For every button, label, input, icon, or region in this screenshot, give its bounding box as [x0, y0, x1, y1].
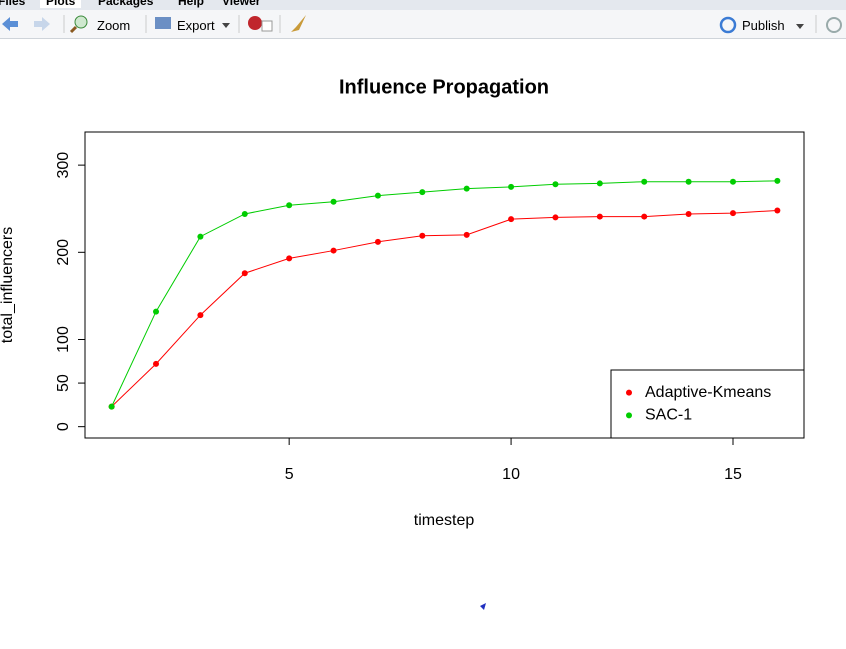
export-button[interactable]: Export	[177, 18, 215, 33]
x-tick-label: 5	[285, 466, 294, 483]
data-point	[197, 312, 204, 319]
tab[interactable]: Help	[178, 0, 205, 8]
data-point	[774, 207, 781, 214]
data-point	[729, 210, 736, 217]
y-tick-label: 0	[55, 422, 72, 431]
series-line	[111, 180, 778, 407]
page: Files Plots Packages Help Viewer Zoom Ex…	[0, 0, 846, 610]
data-point	[330, 247, 337, 254]
legend-box	[610, 369, 805, 439]
data-point	[508, 216, 515, 223]
tab-bar: Files Plots Packages Help Viewer	[0, 0, 846, 10]
data-point	[241, 210, 248, 217]
plot-box	[84, 131, 805, 439]
x-axis-label: timestep	[414, 512, 475, 529]
chart: Influence Propagation timestep total_inf…	[0, 76, 805, 610]
data-point	[153, 360, 160, 367]
data-point	[508, 183, 515, 190]
series-line	[111, 209, 778, 407]
y-tick-label: 300	[55, 152, 72, 179]
data-point	[241, 270, 248, 277]
toolbar-icons	[2, 15, 842, 34]
data-point	[463, 231, 470, 238]
cursor-artifact	[480, 603, 486, 610]
legend-marker	[626, 412, 632, 419]
data-point	[596, 180, 603, 187]
data-point	[641, 178, 648, 185]
forward-button[interactable]	[34, 17, 50, 31]
zoom-icon[interactable]	[74, 15, 88, 29]
data-point	[374, 192, 381, 199]
publish-icon[interactable]	[719, 16, 737, 34]
x-tick-label: 15	[724, 466, 742, 483]
tab[interactable]: Plots	[40, 0, 82, 8]
legend-label: Adaptive-Kmeans	[645, 384, 771, 401]
data-point	[774, 177, 781, 184]
data-point	[374, 238, 381, 245]
data-point	[729, 178, 736, 185]
back-button[interactable]	[2, 17, 18, 31]
data-point	[153, 308, 160, 315]
data-point	[419, 189, 426, 196]
zoom-button[interactable]: Zoom	[97, 18, 131, 33]
y-tick-label: 200	[55, 239, 72, 266]
data-point	[641, 213, 648, 220]
y-axis-label: total_influencers	[0, 227, 16, 344]
tab[interactable]: Files	[0, 0, 26, 8]
x-tick-label: 10	[502, 466, 520, 483]
legend-label: SAC-1	[645, 407, 692, 424]
data-point	[330, 198, 337, 205]
y-tick-label: 50	[55, 374, 72, 392]
data-point	[419, 232, 426, 239]
data-point	[552, 181, 559, 188]
data-point	[596, 213, 603, 220]
data-point	[286, 255, 293, 262]
data-point	[108, 403, 115, 410]
toolbar: Zoom Export Publish	[0, 10, 846, 39]
data-point	[286, 202, 293, 209]
data-point	[685, 178, 692, 185]
chart-title: Influence Propagation	[339, 76, 549, 98]
tab[interactable]: Viewer	[222, 0, 261, 8]
tab[interactable]: Packages	[98, 0, 154, 8]
data-point	[197, 233, 204, 240]
clear-all[interactable]	[291, 15, 306, 32]
y-tick-label: 100	[55, 326, 72, 353]
data-point	[552, 214, 559, 221]
remove-plot[interactable]	[248, 16, 262, 30]
data-point	[685, 210, 692, 217]
data-point	[463, 185, 470, 192]
publish-button[interactable]: Publish	[742, 18, 785, 33]
refresh[interactable]	[826, 17, 842, 33]
export-icon[interactable]	[155, 17, 171, 29]
legend-marker	[626, 389, 632, 396]
